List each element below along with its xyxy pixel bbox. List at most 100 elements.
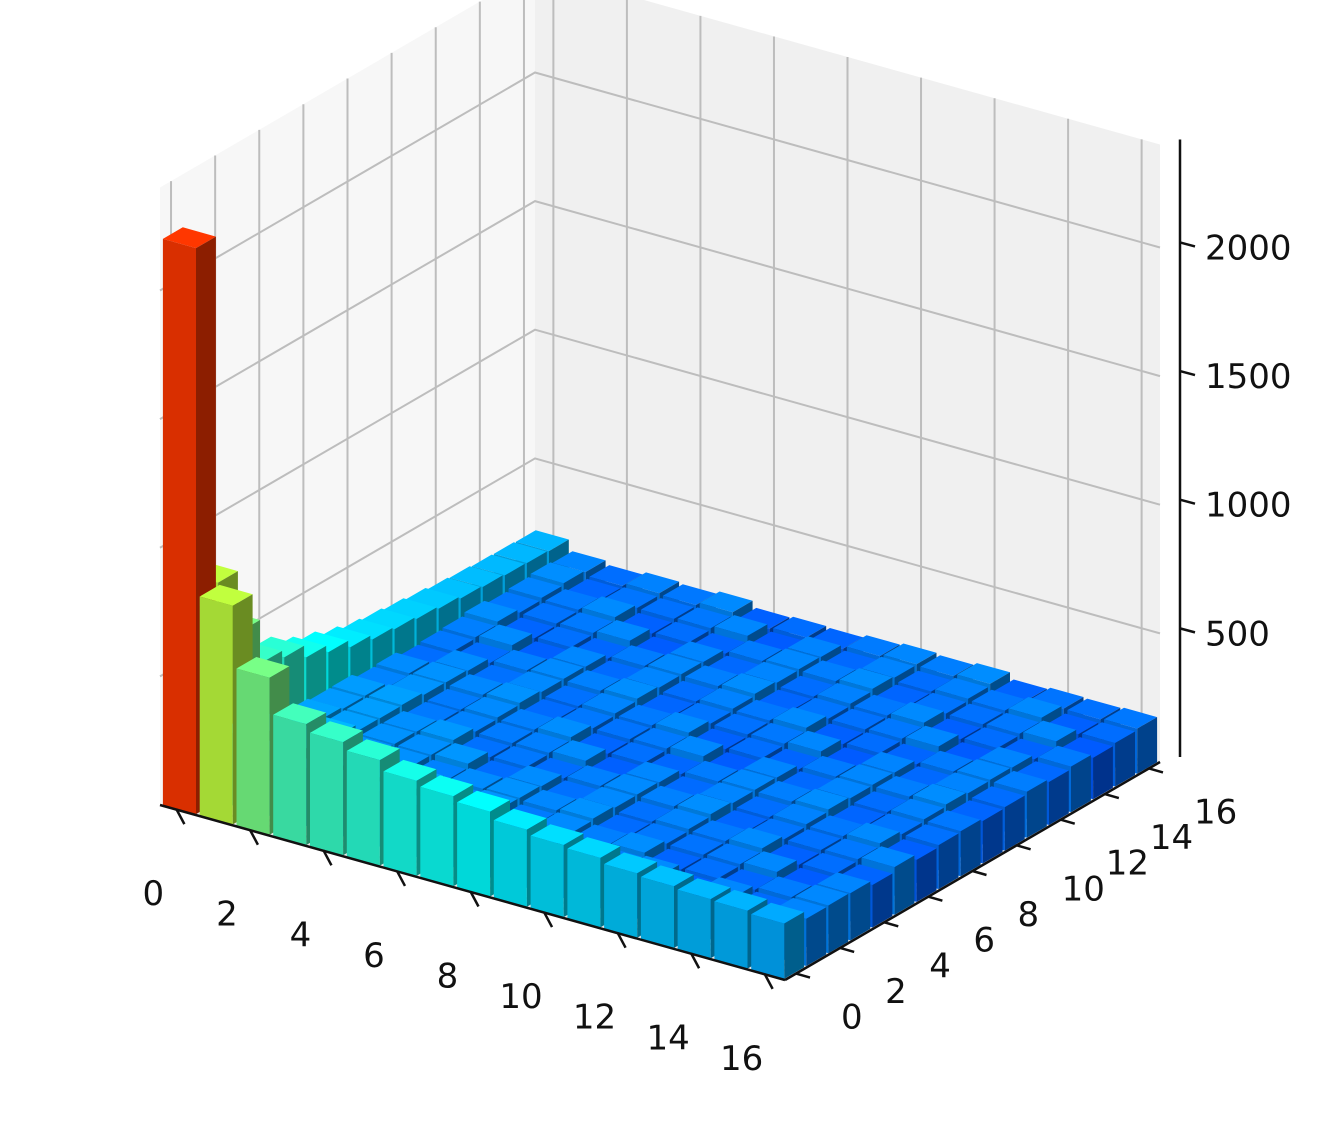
bar-side (1093, 746, 1113, 800)
gridline-z-0 (159, 457, 1161, 678)
bar-top (493, 649, 547, 671)
y-tick-7 (1104, 792, 1120, 800)
bar-top (618, 612, 672, 634)
tick-labels: 0246810121416024681012141650010001500200… (143, 228, 1292, 1078)
bar-top (1008, 697, 1062, 718)
bar-top (530, 757, 584, 779)
bar-top (927, 718, 981, 740)
gridline-z-2 (159, 200, 1161, 420)
bar-top (670, 834, 724, 855)
bar-top (787, 829, 841, 850)
bar-top (935, 677, 988, 699)
bar-top (979, 746, 1033, 768)
bar-top (971, 786, 1025, 808)
bar-top (817, 683, 871, 704)
y-tick-label-7: 14 (1150, 818, 1193, 858)
bar-front (530, 835, 564, 918)
bar-top (1060, 737, 1113, 758)
bar-front (199, 596, 233, 825)
bar-top (773, 803, 827, 825)
bar-top (949, 800, 1003, 821)
bar-top (685, 665, 738, 687)
bar-top (383, 598, 437, 619)
bar-top (1001, 738, 1055, 760)
bar-top (368, 684, 422, 705)
bar-top (1045, 713, 1099, 735)
bar-top (832, 708, 885, 730)
bar-top (787, 636, 841, 657)
bar-top (832, 805, 885, 826)
bar-top (589, 565, 643, 586)
bar-top (729, 737, 783, 759)
bar-top (868, 717, 922, 739)
bar-top (582, 786, 635, 808)
bar-top (604, 852, 658, 874)
bar-front (236, 668, 270, 835)
bar-top (802, 852, 856, 874)
x-tick-label-3: 6 (363, 936, 385, 976)
bar-top (707, 843, 760, 865)
bar-top (677, 878, 731, 900)
y-tick-label-3: 6 (973, 921, 995, 961)
bar-top (883, 839, 937, 860)
bar-top (508, 671, 562, 692)
bar-top (633, 727, 687, 749)
bar-top (861, 846, 915, 868)
bar-top (567, 578, 621, 600)
bar-side (1049, 770, 1069, 825)
bar-top (839, 764, 893, 785)
x-axis-line (159, 803, 786, 982)
y-tick-8 (1148, 767, 1164, 774)
y-tick-label-4: 8 (1018, 895, 1040, 935)
bar-top (383, 711, 437, 732)
bar-top (390, 674, 444, 695)
bar-side (872, 873, 893, 928)
bar-top (1023, 720, 1077, 742)
bar-top (736, 796, 790, 818)
y-tick-3 (928, 895, 943, 902)
bar-top (927, 810, 981, 832)
bar-top (611, 742, 665, 763)
bar-top (361, 723, 415, 744)
bar-side (1115, 731, 1135, 787)
bar-top (361, 608, 415, 630)
bar-top (604, 773, 658, 795)
bar-top (868, 813, 922, 835)
x-tick-7 (689, 952, 701, 969)
y-tick-0 (795, 972, 811, 979)
bar-top (699, 782, 753, 804)
bar-top (626, 666, 680, 688)
z-tick-label-0: 500 (1205, 614, 1270, 654)
bar-top (758, 689, 812, 711)
bar-top (567, 765, 621, 787)
bar-front (604, 864, 638, 938)
bar-top (442, 710, 496, 732)
z-tick-0 (1179, 627, 1196, 634)
bar-top (611, 645, 665, 666)
bar-top (957, 663, 1010, 684)
bar-side (938, 833, 959, 890)
bar-top (854, 694, 908, 716)
gridline-z-1 (159, 328, 1161, 549)
bar-top (655, 621, 709, 643)
bar-top (802, 755, 856, 777)
bar-top (787, 730, 841, 752)
bar-top (295, 631, 349, 653)
bar-side (1137, 717, 1158, 774)
bar-top (552, 740, 606, 761)
bar-top (582, 596, 635, 618)
bar-top (1015, 761, 1069, 782)
bar-top (729, 640, 783, 662)
bar-top (846, 732, 900, 754)
bar-top (743, 756, 797, 778)
x-tick-6 (616, 932, 627, 949)
bar-side (916, 848, 937, 902)
z-tick-3 (1179, 241, 1196, 248)
bar-top (986, 712, 1040, 734)
y-tick-label-6: 12 (1106, 844, 1149, 884)
bar-top (640, 598, 694, 619)
bar-top (464, 600, 518, 622)
bar-top (677, 607, 731, 629)
bar-top (971, 689, 1025, 711)
